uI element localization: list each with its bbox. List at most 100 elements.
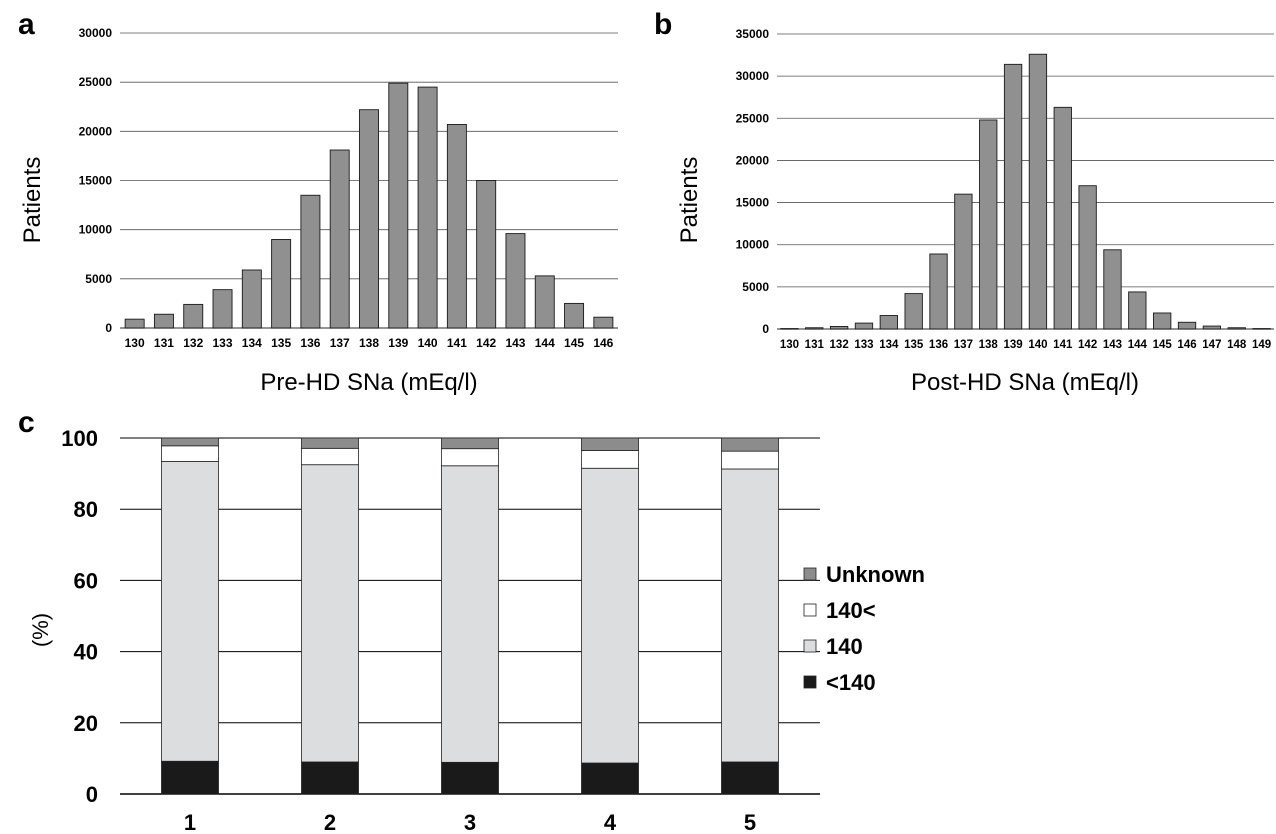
c-x-tick-label: 3 [464, 810, 476, 834]
c-segment-below_140-1 [161, 760, 219, 795]
panel-b-bars [780, 53, 1271, 330]
a-bar-143 [505, 233, 526, 329]
c-segment-unknown-5 [721, 437, 779, 452]
b-y-tick-label: 0 [762, 322, 769, 336]
b-x-tick-label: 142 [1078, 339, 1097, 351]
panel-c-letter: c [18, 406, 35, 439]
panel-a-x-axis-label: Pre-HD SNa (mEq/l) [260, 369, 477, 396]
c-legend-item-unknown: Unknown [803, 562, 925, 587]
c-x-tick-label: 4 [604, 810, 617, 834]
c-segment-unknown-1 [161, 437, 219, 447]
a-x-tick-label: 142 [476, 336, 496, 350]
b-bar-148 [1227, 327, 1246, 330]
c-x-tick-label: 2 [324, 810, 336, 834]
b-bar-139 [1003, 63, 1023, 330]
c-segment-eq_140-2 [301, 464, 359, 763]
a-x-tick-label: 138 [359, 336, 379, 350]
a-bar-138 [359, 109, 379, 329]
b-bar-137 [954, 193, 973, 330]
c-segment-above_140-3 [441, 448, 499, 467]
a-bar-134 [241, 269, 262, 329]
b-bar-134 [879, 315, 898, 330]
b-bar-133 [854, 322, 874, 330]
c-legend-item-above_140: 140< [803, 598, 876, 623]
b-bar-130 [780, 328, 799, 330]
b-bar-136 [929, 253, 948, 330]
a-y-tick-label: 0 [105, 321, 112, 335]
a-bar-132 [183, 303, 204, 329]
panel-a-letter: a [18, 8, 35, 41]
a-y-tick-label: 10000 [79, 223, 113, 237]
b-x-tick-label: 141 [1053, 339, 1073, 351]
c-legend-swatch [803, 639, 817, 653]
panel-c-y-axis-label: (%) [28, 613, 53, 647]
panel-b-x-ticks: 130 131 132 133 134 135 136 137 138 139 140 141 142 1… [780, 339, 1271, 351]
a-x-tick-label: 135 [271, 336, 291, 350]
a-x-tick-label: 144 [535, 336, 555, 350]
c-segment-below_140-4 [581, 762, 639, 795]
a-y-tick-label: 25000 [79, 75, 113, 89]
a-x-tick-label: 132 [183, 336, 203, 350]
panel-b-y-axis-label: Patients [676, 157, 703, 244]
b-y-tick-label: 25000 [736, 111, 770, 125]
b-x-tick-label: 144 [1128, 339, 1148, 351]
c-segment-above_140-1 [161, 445, 219, 462]
c-segment-unknown-4 [581, 437, 639, 451]
b-x-tick-label: 148 [1227, 339, 1247, 351]
b-bar-135 [904, 293, 923, 330]
a-x-tick-label: 134 [242, 336, 262, 350]
b-y-tick-label: 35000 [736, 27, 770, 41]
c-legend-label: 140 [826, 634, 863, 659]
b-bar-142 [1078, 185, 1097, 330]
a-x-tick-label: 133 [213, 336, 233, 350]
b-bar-149 [1252, 328, 1271, 330]
c-segment-unknown-3 [441, 437, 499, 450]
a-y-tick-label: 15000 [79, 174, 113, 188]
c-legend-swatch [803, 567, 817, 581]
panel-c-x-ticks: 1 2 3 4 5 [184, 810, 756, 834]
b-x-tick-label: 134 [879, 339, 899, 351]
a-bar-136 [300, 194, 321, 329]
panel-b-gridlines [777, 33, 1274, 330]
panel-b-letter: b [654, 8, 672, 41]
c-legend-item-eq_140: 140 [803, 634, 863, 659]
c-segment-eq_140-1 [161, 461, 219, 762]
a-bar-142 [476, 180, 497, 329]
a-bar-133 [212, 289, 233, 329]
a-bar-141 [446, 123, 467, 329]
panel-c-bars [161, 437, 779, 795]
c-segment-above_140-5 [721, 450, 779, 470]
a-bar-131 [153, 313, 174, 329]
c-segment-above_140-2 [301, 447, 359, 466]
a-y-tick-label: 5000 [85, 272, 112, 286]
c-y-tick-label: 0 [86, 782, 98, 807]
a-bar-146 [593, 316, 614, 329]
a-x-tick-label: 130 [125, 336, 145, 350]
panel-a-y-ticks: 0 5000 10000 15000 20000 25000 30000 [79, 26, 113, 335]
c-segment-above_140-4 [581, 450, 639, 469]
a-bar-145 [564, 302, 585, 329]
c-legend-label: Unknown [826, 562, 925, 587]
a-x-tick-label: 141 [447, 336, 467, 350]
b-y-tick-label: 30000 [736, 69, 770, 83]
a-x-tick-label: 140 [418, 336, 438, 350]
a-x-tick-label: 136 [300, 336, 320, 350]
c-legend-item-below_140: <140 [803, 670, 876, 695]
c-segment-eq_140-4 [581, 467, 639, 764]
a-y-tick-label: 20000 [79, 124, 113, 138]
a-x-tick-label: 137 [330, 336, 350, 350]
c-segment-below_140-3 [441, 761, 499, 795]
b-bar-141 [1053, 106, 1072, 330]
b-y-tick-label: 10000 [736, 238, 770, 252]
b-x-tick-label: 138 [979, 339, 999, 351]
panel-b-y-ticks: 0 5000 10000 15000 20000 25000 30000 35000 [736, 27, 770, 336]
a-y-tick-label: 30000 [79, 26, 113, 40]
c-segment-below_140-2 [301, 761, 359, 795]
c-segment-eq_140-3 [441, 465, 499, 763]
b-bar-147 [1202, 325, 1222, 330]
panel-b-histogram: b 0 5000 10000 15000 20000 25000 30000 35000 13… [654, 8, 1274, 396]
c-y-tick-label: 60 [74, 568, 98, 593]
a-bar-130 [124, 318, 145, 329]
